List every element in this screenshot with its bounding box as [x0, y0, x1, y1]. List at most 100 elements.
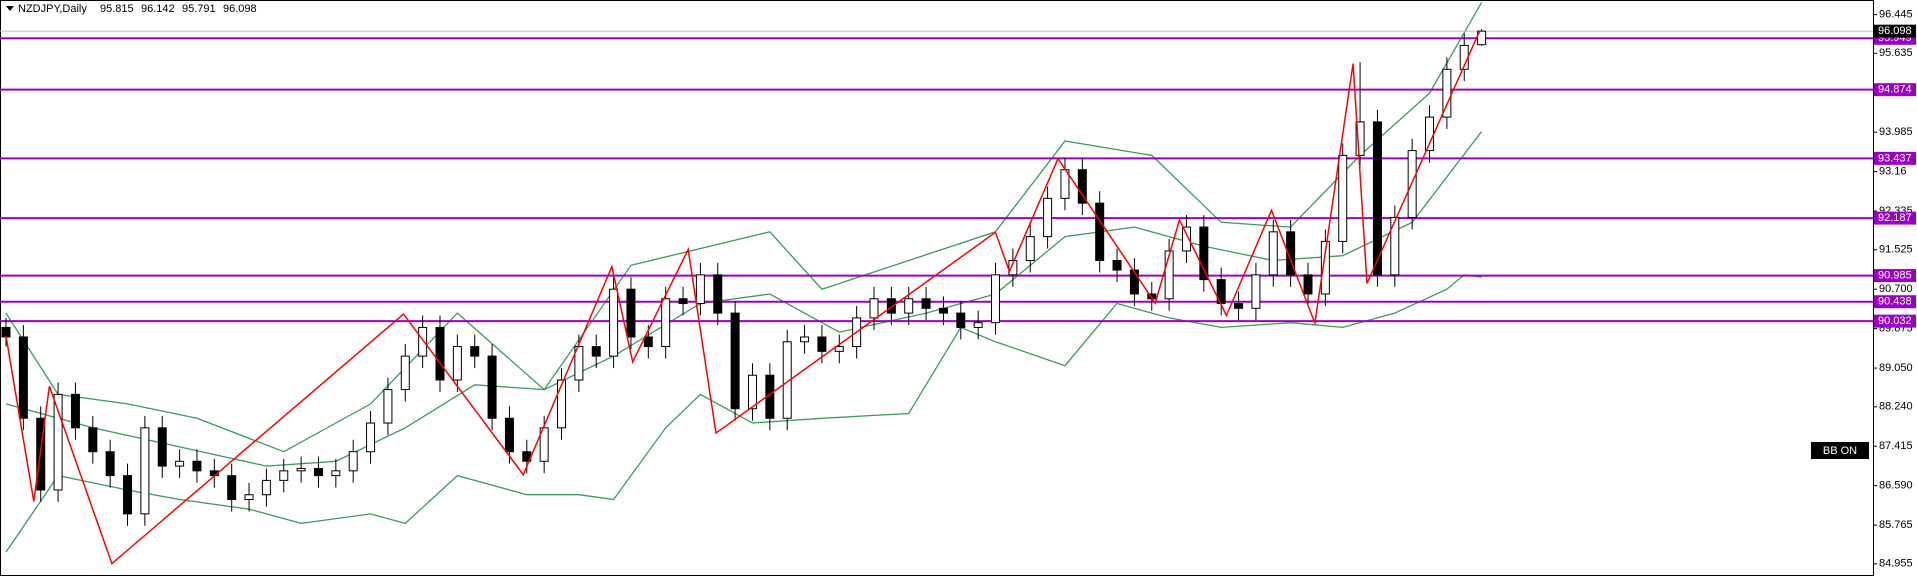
level-label: 92.187 — [1878, 212, 1912, 224]
candle-body-down — [123, 475, 133, 515]
candle-body-down — [817, 336, 827, 352]
candle-body-down — [1286, 231, 1296, 276]
ohlc-low: 95.791 — [182, 3, 216, 15]
lower-band — [5, 274, 1482, 553]
candle-body-up — [661, 298, 671, 348]
candle-body-down — [1372, 121, 1382, 276]
candle-body-down — [956, 312, 966, 328]
middle-band — [5, 131, 1483, 467]
y-tick-label: 95.635 — [1879, 47, 1913, 59]
level-label-box — [1874, 269, 1916, 283]
candle-body-up — [383, 389, 393, 424]
candle-body-up — [1268, 231, 1278, 276]
candle-body-up — [609, 288, 619, 357]
level-label-box — [1874, 151, 1916, 165]
candle-body-down — [192, 460, 202, 472]
y-tick-label: 96.445 — [1879, 8, 1913, 20]
candle-body-down — [487, 355, 497, 419]
y-tick-label: 86.590 — [1879, 480, 1913, 492]
candle-body-down — [18, 336, 28, 419]
candle-body-up — [1181, 226, 1191, 252]
candle-body-down — [70, 393, 80, 429]
candle-body-down — [886, 298, 896, 314]
candle-body-up — [869, 298, 879, 319]
candle-body-down — [713, 274, 723, 314]
candle-body-up — [279, 470, 289, 481]
candle-body-up — [574, 346, 584, 381]
candle-body-up — [1025, 236, 1035, 262]
y-tick-label: 87.415 — [1879, 440, 1913, 452]
candle-body-up — [244, 494, 254, 501]
upper-band — [5, 2, 1483, 453]
candle-body-down — [938, 307, 948, 314]
candle-body-up — [1425, 116, 1435, 152]
level-label: 94.874 — [1878, 84, 1912, 96]
ohlc-open: 95.815 — [100, 3, 134, 15]
level-label-box — [1874, 83, 1916, 97]
candle-body-down — [88, 427, 98, 453]
level-label: 93.437 — [1878, 152, 1912, 164]
level-label: 90.032 — [1878, 315, 1912, 327]
indicator-label: BB ON — [1823, 445, 1857, 457]
indicator-badge — [1811, 442, 1869, 459]
candle-body-down — [678, 298, 688, 305]
candle-body-up — [400, 355, 410, 391]
y-tick-label: 89.050 — [1879, 362, 1913, 374]
candle-body-up — [800, 336, 810, 343]
level-label-box — [1874, 314, 1916, 328]
candle-body-down — [435, 326, 445, 381]
candle-body-up — [557, 379, 567, 429]
candle-body-up — [973, 322, 983, 328]
candle-body-up — [1008, 260, 1018, 276]
candle-body-down — [157, 427, 167, 467]
candle-body-down — [921, 298, 931, 309]
candle-body-up — [175, 460, 185, 467]
candle-body-down — [1095, 202, 1105, 262]
candle-body-up — [695, 274, 705, 305]
candle-body-down — [1077, 169, 1087, 204]
candle-body-up — [452, 346, 462, 381]
candle-body-down — [626, 288, 636, 338]
y-tick-label: 84.955 — [1879, 558, 1913, 570]
candle-body-down — [591, 346, 601, 357]
level-label: 90.985 — [1878, 269, 1912, 281]
price-label: 96.098 — [1878, 25, 1912, 37]
candle-body-up — [1251, 274, 1261, 309]
candle-body-down — [1234, 303, 1244, 309]
candle-body-up — [418, 326, 428, 357]
candle-body-up — [296, 467, 306, 472]
candle-body-up — [1338, 154, 1348, 242]
candle-body-down — [105, 451, 115, 477]
candle-body-up — [991, 274, 1001, 324]
candle-body-down — [504, 417, 514, 453]
symbol: NZDJPY,Daily — [18, 3, 87, 15]
y-tick-label: 88.240 — [1879, 401, 1913, 413]
candle-body-down — [1129, 269, 1139, 295]
price-box — [1874, 24, 1916, 38]
candle-body-up — [1043, 197, 1053, 238]
y-tick-label: 93.16 — [1879, 166, 1907, 178]
y-tick-label: 91.525 — [1879, 244, 1913, 256]
menu-arrow — [6, 6, 14, 11]
candle-body-up — [1355, 121, 1365, 156]
candle-body-up — [539, 427, 549, 462]
candle-body-up — [1164, 250, 1174, 300]
ohlc-close: 96.098 — [223, 3, 257, 15]
zigzag — [5, 30, 1481, 565]
candle-body-down — [1112, 260, 1122, 271]
level-label-box — [1874, 211, 1916, 225]
candle-body-up — [747, 374, 757, 410]
candle-body-up — [1442, 68, 1452, 118]
candle-body-down — [1199, 226, 1209, 281]
level-label: 90.438 — [1878, 296, 1912, 308]
y-tick-label: 90.700 — [1879, 283, 1913, 295]
candle-body-up — [834, 346, 844, 352]
candle-body-down — [313, 467, 323, 477]
candle-body-up — [782, 341, 792, 419]
candle-body-down — [227, 475, 237, 501]
candle-body-down — [1, 326, 11, 338]
candle-body-up — [261, 479, 271, 496]
candle-body-up — [348, 451, 358, 472]
